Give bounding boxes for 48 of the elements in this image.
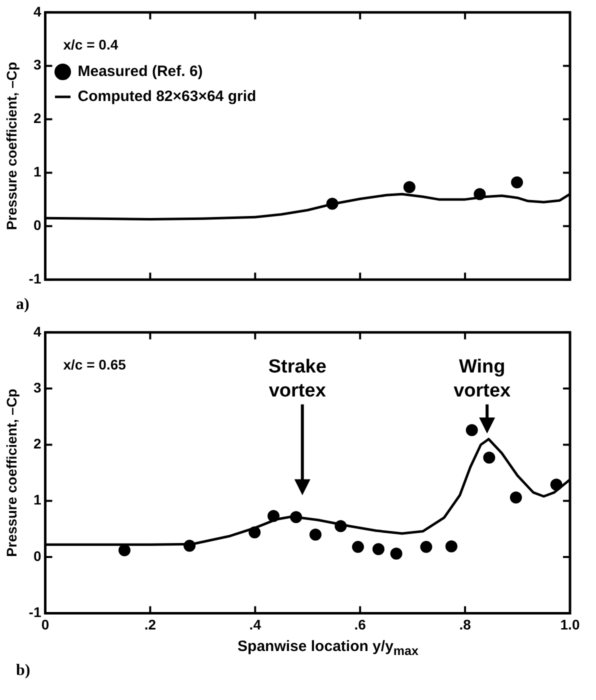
y-tick-label: 2 bbox=[33, 436, 42, 452]
point bbox=[118, 544, 130, 556]
x-tick-label: .6 bbox=[354, 616, 366, 632]
point bbox=[403, 181, 416, 194]
x-tick-label: .2 bbox=[144, 616, 156, 632]
point bbox=[248, 526, 261, 538]
text: b) bbox=[15, 661, 32, 681]
legend-label: Measured (Ref. 6) bbox=[78, 63, 203, 80]
y-axis-title: Pressure coefficient, –Cp bbox=[3, 62, 20, 230]
point bbox=[550, 478, 562, 491]
y-tick-label: 3 bbox=[33, 56, 42, 73]
point bbox=[390, 548, 402, 560]
y-tick-label: -1 bbox=[28, 270, 42, 286]
y-tick-label: 0 bbox=[33, 548, 42, 564]
y-tick-label: 0 bbox=[33, 217, 42, 234]
y-tick-label: 1 bbox=[33, 492, 42, 508]
point bbox=[511, 176, 523, 188]
y-tick-label: -1 bbox=[28, 604, 42, 620]
point bbox=[334, 520, 347, 532]
point bbox=[445, 540, 458, 552]
point bbox=[510, 492, 522, 504]
y-tick-label: 4 bbox=[33, 3, 42, 20]
point bbox=[483, 452, 496, 464]
y-tick-label: 3 bbox=[33, 379, 42, 396]
point bbox=[309, 528, 322, 541]
point bbox=[372, 543, 384, 556]
x-tick-label: .4 bbox=[249, 616, 262, 632]
y-tick-label: 4 bbox=[33, 323, 42, 340]
point bbox=[466, 424, 478, 436]
point bbox=[184, 540, 196, 552]
point bbox=[290, 511, 302, 524]
point bbox=[326, 198, 338, 210]
x-axis-title: Spanwise location y/y$_{max}$ bbox=[236, 638, 420, 658]
point bbox=[268, 510, 280, 522]
point bbox=[474, 188, 486, 200]
point bbox=[420, 540, 432, 553]
text: a) bbox=[15, 295, 30, 315]
y-tick-label: 2 bbox=[33, 110, 42, 126]
x-tick-label: 1.0 bbox=[560, 616, 580, 632]
text: x/c = 0.65 bbox=[63, 356, 126, 372]
x-tick-label: .8 bbox=[459, 616, 472, 632]
point bbox=[352, 540, 364, 553]
annotation: Wing vortex bbox=[454, 356, 512, 402]
y-tick-label: 1 bbox=[33, 164, 42, 180]
legend-label: Computed 82×63×64 grid bbox=[78, 88, 256, 106]
text: x/c = 0.4 bbox=[63, 36, 118, 52]
y-axis-title: Pressure coefficient, –Cp bbox=[3, 388, 20, 557]
annotation: Strake vortex bbox=[268, 356, 326, 402]
